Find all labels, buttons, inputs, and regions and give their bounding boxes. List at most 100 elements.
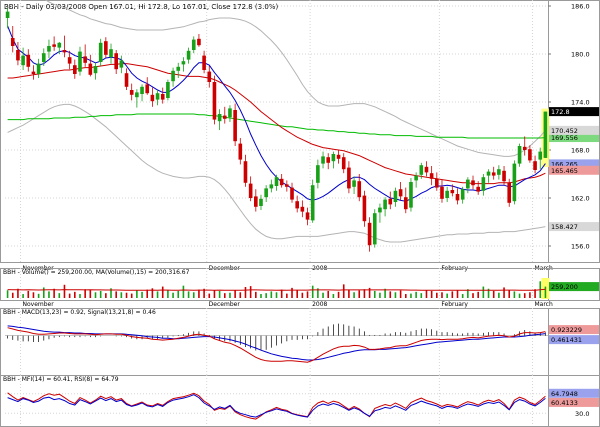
- candle-body: [41, 53, 46, 62]
- volume-bar: [110, 288, 112, 298]
- signal-value-tag-bg: [549, 335, 599, 345]
- volume-bar: [472, 293, 474, 298]
- volume-bar: [425, 290, 428, 298]
- volume-bar: [6, 290, 9, 298]
- volume-bar: [105, 293, 107, 298]
- candle-body: [367, 222, 372, 246]
- candle-body: [533, 161, 537, 170]
- candle-body: [150, 94, 155, 102]
- volume-bar: [348, 290, 350, 298]
- candle-body: [538, 151, 543, 160]
- volume-bar: [441, 292, 443, 298]
- candle-body: [419, 165, 424, 175]
- price-y-tick-label: 162.0: [571, 195, 590, 203]
- volume-bar: [84, 289, 86, 298]
- volume-bar: [146, 289, 149, 298]
- candle-body: [393, 190, 398, 202]
- mfi-value-tag: 60.4133: [551, 399, 578, 407]
- candle-body: [372, 213, 377, 245]
- volume-bar: [27, 290, 30, 298]
- price-value-tag-bg: [549, 125, 599, 135]
- price-y-tick-label: 156.0: [571, 243, 590, 251]
- x-tick-label: November: [23, 301, 55, 308]
- candle-body: [119, 60, 124, 68]
- candle-body: [243, 161, 248, 183]
- bollinger-upper-line: [44, 0, 546, 157]
- price-value-tag: 165.465: [551, 167, 578, 175]
- volume-bar: [446, 293, 448, 298]
- volume-bar: [89, 290, 92, 298]
- candle-body: [326, 157, 331, 163]
- candle-body: [310, 185, 315, 221]
- volume-bar: [529, 292, 531, 298]
- candle-body: [398, 189, 403, 197]
- candle-body: [362, 195, 367, 222]
- candle-body: [52, 44, 56, 47]
- volume-bar: [136, 290, 138, 298]
- candle-body: [295, 201, 299, 209]
- rsi-level-label: 30.0: [575, 410, 589, 418]
- candle-body: [409, 182, 413, 208]
- candle-body: [424, 166, 429, 173]
- volume-bar: [342, 284, 345, 298]
- volume-bar: [198, 289, 200, 298]
- volume-bar: [363, 289, 366, 298]
- volume-bar: [213, 290, 216, 298]
- volume-bar: [68, 293, 71, 298]
- candle-body: [414, 175, 418, 181]
- volume-bar: [513, 291, 516, 298]
- volume-bar: [48, 291, 50, 298]
- macd-value-tag-bg: [549, 325, 599, 335]
- volume-bar: [192, 292, 195, 298]
- volume-bar: [436, 292, 438, 298]
- volume-bar: [229, 292, 231, 298]
- volume-bar: [430, 290, 433, 298]
- volume-bar: [503, 287, 505, 298]
- candle-body: [78, 51, 82, 72]
- volume-bar: [218, 290, 221, 298]
- last-price-tag-bg: [549, 107, 599, 117]
- rsi-value-tag-bg: [549, 388, 599, 398]
- candle-body: [228, 108, 232, 118]
- volume-bar: [456, 290, 459, 298]
- volume-tag-bg: [549, 282, 599, 292]
- volume-bar: [255, 291, 257, 298]
- volume-bar: [523, 293, 526, 298]
- volume-bar: [208, 293, 211, 298]
- candle-body: [207, 71, 212, 82]
- volume-bar: [141, 291, 143, 298]
- volume-bar: [120, 292, 123, 298]
- candle-body: [140, 86, 144, 94]
- macd-value-tag: 0.923229: [551, 326, 582, 334]
- candle-body: [109, 49, 113, 58]
- chart-title: BBH - Daily 03/03/2008 Open 167.01, Hi 1…: [4, 3, 278, 11]
- volume-bar: [487, 288, 490, 298]
- candle-body: [176, 66, 181, 71]
- candle-body: [517, 146, 522, 164]
- price-value-tag-bg: [549, 165, 599, 175]
- bollinger-lower-line: [7, 103, 546, 243]
- macd-label: BBH - MACD(13,23) = 0.92, Signal(13,21,8…: [3, 309, 156, 316]
- price-value-tag-bg: [549, 133, 599, 143]
- volume-bar: [317, 288, 319, 298]
- volume-panel: BBH - Volume() = 259,200.00, MA(Volume()…: [0, 268, 600, 308]
- last-price-tag: 172.8: [551, 108, 570, 116]
- volume-bar: [296, 290, 298, 298]
- candle-body: [16, 50, 20, 61]
- volume-bar: [260, 294, 262, 298]
- volume-bar: [172, 292, 174, 298]
- candle-body: [383, 199, 387, 210]
- volume-bar: [301, 292, 304, 298]
- volume-bar: [404, 294, 407, 298]
- volume-bar: [167, 290, 169, 298]
- volume-bar: [389, 291, 392, 298]
- candle-body: [124, 73, 129, 87]
- candle-body: [104, 41, 108, 55]
- candle-body: [471, 180, 475, 186]
- candle-body: [336, 154, 341, 159]
- candle-body: [285, 184, 289, 187]
- volume-bar: [379, 292, 381, 298]
- candle-body: [290, 187, 294, 200]
- price-y-tick-label: 174.0: [571, 99, 590, 107]
